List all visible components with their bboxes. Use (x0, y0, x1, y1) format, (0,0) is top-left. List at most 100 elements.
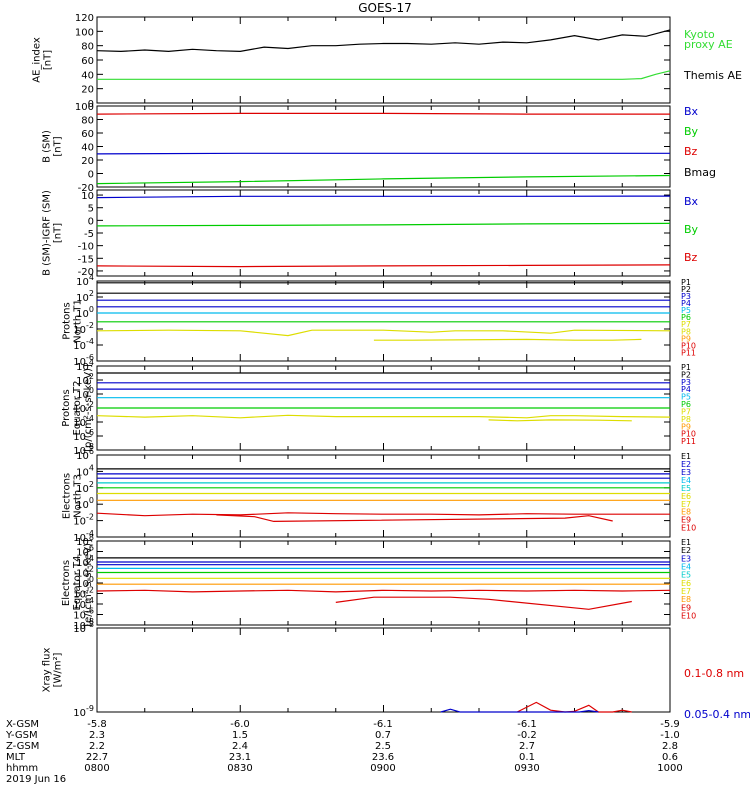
legend-entry: P8 (681, 415, 691, 424)
legend-entry: E7 (681, 587, 691, 596)
orbit-value: -6.0 (230, 719, 250, 730)
orbit-value: 2.7 (519, 741, 535, 752)
series-line (96, 589, 671, 593)
legend-entry: P5 (681, 306, 691, 315)
series-line (96, 329, 671, 337)
orbit-row-label: hhmm (6, 763, 38, 774)
orbit-value: 2.8 (662, 741, 678, 752)
series-line (96, 222, 671, 227)
y-tick-label: 102 (76, 289, 94, 304)
y-tick-label: 5 (88, 204, 94, 215)
series-line (96, 195, 671, 199)
y-tick-label: 100 (76, 575, 94, 590)
y-tick-label: 100 (75, 102, 94, 113)
series-line (96, 29, 671, 53)
y-tick-label: 104 (76, 273, 94, 288)
series-line (96, 152, 670, 155)
legend-entry: P5 (681, 393, 691, 402)
legend-entry: Bx (684, 195, 699, 208)
series-line (96, 264, 671, 268)
y-axis-label: Equator T4 (72, 556, 83, 611)
legend-entry: P3 (681, 292, 691, 301)
legend-entry: E3 (681, 554, 691, 563)
panel-8: 10-9 10-8 Xray flux [W/m²] 0.1-0.8 nm 0.05-0.… (42, 620, 750, 721)
y-tick-label: 100 (75, 27, 94, 38)
legend-entry: E8 (681, 508, 691, 517)
y-axis-label: [nT] (53, 223, 64, 243)
legend-entry: E5 (681, 484, 691, 493)
orbit-value: 0.1 (519, 752, 535, 763)
orbit-value: 0.6 (662, 752, 678, 763)
orbit-value: -6.1 (373, 719, 393, 730)
y-tick-label: 10-9 (73, 704, 94, 719)
panel-legend: Bx By Bz (684, 195, 699, 264)
legend-entry: Bz (684, 145, 698, 158)
y-tick-label: 60 (81, 56, 94, 67)
y-tick-label: 102 (76, 565, 94, 580)
orbit-value: 23.6 (372, 752, 394, 763)
y-tick-label: 10-6 (73, 353, 94, 368)
y-axis-label: [nT] (43, 50, 54, 70)
orbit-value: 0830 (227, 763, 252, 774)
legend-entry: 0.05-0.4 nm (684, 708, 750, 721)
y-tick-label: 10-2 (73, 400, 94, 415)
y-axis-label: [nT] (53, 136, 64, 156)
orbit-value: 22.7 (86, 752, 108, 763)
legend-entry: E9 (681, 603, 691, 612)
y-tick-label: 108 (76, 533, 94, 548)
y-tick-label: 102 (76, 480, 94, 495)
y-axis-label: Electrons (61, 560, 72, 606)
legend-entry: Themis AE (683, 69, 742, 82)
legend-entry: P8 (681, 327, 691, 336)
legend-entry: P4 (681, 385, 691, 394)
y-axis-label: [e/(cm²-s-sr-keV)] (83, 539, 94, 627)
legend-entry: 0.1-0.8 nm (684, 667, 744, 680)
orbit-row-label: Z-GSM (6, 741, 39, 752)
legend-entry: E6 (681, 579, 691, 588)
orbit-value: 2.4 (232, 741, 248, 752)
panel-2: -20 0 20 40 60 80 100 B (SM) [nT] Bx By Bz Bmag (42, 102, 717, 194)
y-tick-label: 0 (88, 99, 94, 110)
y-tick-label: 104 (76, 358, 94, 373)
legend-entry: proxy AE (684, 38, 733, 51)
legend-entry: P11 (681, 348, 696, 357)
orbit-value: -5.8 (87, 719, 107, 730)
y-tick-label: 102 (76, 372, 94, 387)
legend-entry: P6 (681, 313, 691, 322)
y-tick-label: 100 (76, 305, 94, 320)
orbit-value: 2.2 (89, 741, 105, 752)
y-tick-label: -15 (78, 254, 94, 265)
y-tick-label: 10-4 (73, 337, 94, 352)
orbit-value: 23.1 (229, 752, 251, 763)
y-axis-label: Electrons (62, 473, 73, 519)
legend-entry: E6 (681, 492, 691, 501)
y-tick-label: 10-4 (73, 529, 94, 544)
y-axis-label: Protons (61, 389, 72, 426)
legend-entry: P3 (681, 378, 691, 387)
legend-entry: E10 (681, 611, 696, 620)
panel-frame (96, 16, 671, 104)
series-line (96, 512, 670, 517)
orbit-row-label: MLT (6, 752, 26, 763)
y-tick-label: 0 (88, 170, 94, 181)
legend-entry: P7 (681, 407, 691, 416)
orbit-value: -1.0 (660, 730, 680, 741)
legend-entry: P9 (681, 422, 691, 431)
y-axis-label: North T3 (73, 474, 84, 518)
legend-entry: Kyoto (684, 28, 715, 41)
orbit-value: 1.5 (232, 730, 248, 741)
plot-title: GOES-17 (358, 1, 412, 15)
y-tick-label: 80 (81, 42, 94, 53)
y-tick-label: -20 (78, 183, 94, 194)
series-line (216, 514, 613, 523)
legend-entry: E4 (681, 476, 691, 485)
series-line (516, 701, 632, 713)
series-line (373, 338, 642, 341)
legend-entry: Bz (684, 251, 698, 264)
legend-entry: E1 (681, 452, 691, 461)
series-line (96, 414, 671, 419)
legend-entry: P1 (681, 363, 691, 372)
